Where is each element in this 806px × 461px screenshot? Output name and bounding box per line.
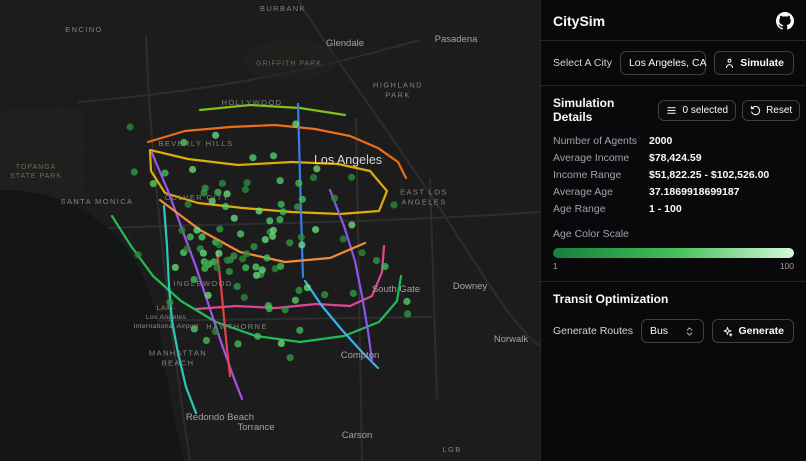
- stat-label: Average Income: [553, 152, 630, 164]
- simulation-details-header: Simulation Details 0 selected Reset: [553, 96, 801, 124]
- simulation-header-actions: 0 selected Reset: [658, 99, 801, 121]
- stat-row: Income Range $51,822.25 - $102,526.00: [553, 169, 794, 181]
- sidebar: CitySim Select A City Los Angeles, CA Si…: [540, 0, 806, 461]
- simulate-button-label: Simulate: [740, 57, 784, 69]
- map-canvas[interactable]: Burbank Glendale Pasadena Encino Griffith Pa…: [0, 0, 540, 461]
- divider: [541, 40, 806, 41]
- age-color-scale-bar: [553, 248, 794, 258]
- reset-button[interactable]: Reset: [742, 99, 801, 121]
- generate-button-label: Generate: [738, 325, 784, 337]
- selected-button[interactable]: 0 selected: [658, 99, 737, 121]
- city-select-value: Los Angeles, CA: [628, 57, 707, 69]
- divider: [541, 85, 806, 86]
- stat-value: $78,424.59: [649, 152, 702, 164]
- city-select-row: Select A City Los Angeles, CA Simulate: [553, 51, 794, 75]
- stat-row: Average Age 37.1869918699187: [553, 186, 794, 198]
- stat-value: 2000: [649, 135, 673, 147]
- route-type-select[interactable]: Bus: [640, 319, 705, 343]
- stat-row: Age Range 1 - 100: [553, 203, 794, 215]
- age-scale-max: 100: [779, 261, 794, 271]
- stat-label: Number of Agents: [553, 135, 638, 147]
- map-graphic: [0, 0, 540, 461]
- generate-routes-row: Generate Routes Bus Generate: [553, 319, 794, 343]
- simulate-button[interactable]: Simulate: [714, 51, 794, 75]
- stat-row: Average Income $78,424.59: [553, 152, 794, 164]
- sparkles-icon: [722, 326, 733, 337]
- divider: [541, 281, 806, 282]
- simulation-details-title: Simulation Details: [553, 96, 615, 124]
- stat-label: Age Range: [553, 203, 606, 215]
- stat-row: Number of Agents 2000: [553, 135, 794, 147]
- reset-icon: [750, 105, 761, 116]
- sidebar-header: CitySim: [553, 12, 794, 30]
- age-color-scale-range: 1 100: [553, 261, 794, 271]
- generate-routes-label: Generate Routes: [553, 325, 633, 337]
- stat-value: $51,822.25 - $102,526.00: [649, 169, 770, 181]
- chevrons-up-down-icon: [684, 326, 695, 337]
- stat-value: 1 - 100: [649, 203, 682, 215]
- person-icon: [724, 58, 735, 69]
- city-select-label: Select A City: [553, 57, 612, 69]
- ocean-area: [0, 190, 184, 461]
- generate-button[interactable]: Generate: [712, 319, 794, 343]
- city-select[interactable]: Los Angeles, CA: [619, 51, 721, 75]
- age-color-scale-label: Age Color Scale: [553, 228, 629, 240]
- selected-button-label: 0 selected: [682, 104, 729, 116]
- transit-optimization-title: Transit Optimization: [553, 292, 669, 306]
- age-scale-min: 1: [553, 261, 558, 271]
- stat-label: Average Age: [553, 186, 613, 198]
- route-type-value: Bus: [649, 325, 669, 337]
- stat-label: Income Range: [553, 169, 622, 181]
- github-icon[interactable]: [776, 12, 794, 30]
- list-icon: [666, 105, 677, 116]
- park-areas-layer: [0, 40, 338, 206]
- stat-value: 37.1869918699187: [649, 186, 740, 198]
- simulation-stats: Number of Agents 2000 Average Income $78…: [553, 135, 794, 215]
- app-title: CitySim: [553, 13, 606, 29]
- agent-dots-layer: [126, 120, 412, 362]
- reset-button-label: Reset: [766, 104, 793, 116]
